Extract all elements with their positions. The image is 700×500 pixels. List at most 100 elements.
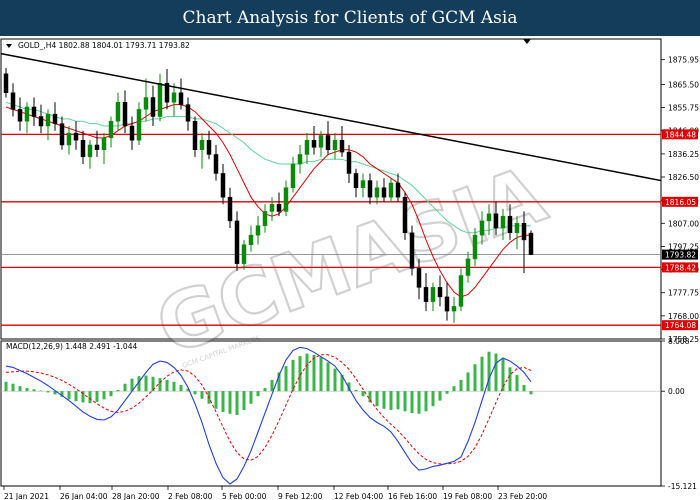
- macd-tick-label: 8.008: [668, 337, 690, 346]
- macd-main-line: [5, 346, 532, 485]
- candle: [143, 78, 149, 122]
- candle: [59, 116, 65, 150]
- macd-hist-bar: [340, 374, 344, 392]
- price-tick-label: 1865.50: [668, 80, 699, 89]
- macd-hist-bar: [270, 379, 274, 392]
- macd-hist-bar: [305, 353, 309, 392]
- macd-hist-bar: [186, 388, 190, 392]
- macd-hist-bar: [368, 391, 372, 403]
- macd-hist-bar: [417, 391, 421, 414]
- price-pane: [0, 38, 662, 340]
- level-label: 1788.42: [662, 262, 698, 273]
- macd-hist-bar: [487, 351, 491, 392]
- macd-hist-bar: [473, 364, 477, 392]
- candle: [199, 133, 205, 169]
- time-tick-label: 28 Jan 20:00: [112, 492, 160, 500]
- candle: [94, 130, 100, 157]
- macd-hist-bar: [522, 384, 526, 392]
- macd-hist-bar: [459, 379, 463, 392]
- macd-hist-bar: [95, 391, 99, 402]
- candle: [283, 180, 289, 217]
- macd-hist-bar: [11, 383, 15, 392]
- macd-pane: [0, 340, 662, 487]
- dropdown-triangle-icon[interactable]: [6, 44, 12, 48]
- macd-hist-bar: [312, 354, 316, 392]
- macd-hist-bar: [25, 388, 29, 392]
- ma-green-line: [5, 101, 531, 234]
- svg-text:1844.48: 1844.48: [665, 130, 696, 139]
- candle: [52, 102, 58, 131]
- candle: [255, 216, 261, 245]
- candle: [122, 90, 128, 134]
- candle: [108, 116, 114, 148]
- macd-hist-bar: [291, 359, 295, 392]
- price-tick-label: 1807.00: [668, 219, 699, 228]
- candle: [318, 130, 324, 157]
- time-tick-label: 26 Jan 04:00: [60, 492, 108, 500]
- candle: [423, 273, 429, 312]
- candle: [304, 133, 310, 164]
- candle: [164, 69, 170, 110]
- candle: [402, 192, 408, 240]
- macd-hist-bar: [480, 356, 484, 392]
- macd-hist-bar: [375, 391, 379, 407]
- candle: [157, 73, 163, 122]
- macd-indicator: [1, 346, 661, 485]
- macd-hist-bar: [326, 362, 330, 392]
- candle: [381, 178, 387, 202]
- macd-hist-bar: [60, 391, 64, 397]
- candle: [430, 282, 436, 312]
- price-tick-label: 1768.00: [668, 312, 699, 321]
- macd-hist-bar: [452, 386, 456, 392]
- candle: [241, 239, 247, 270]
- macd-hist-bar: [361, 391, 365, 397]
- macd-hist-bar: [116, 389, 120, 392]
- candle: [451, 296, 457, 323]
- macd-hist-bar: [46, 391, 50, 393]
- current-price-label: 1793.82: [662, 249, 698, 260]
- time-tick-label: 16 Feb 16:00: [388, 492, 437, 500]
- chart-banner: Chart Analysis for Clients of GCM Asia: [0, 0, 700, 36]
- macd-hist-bar: [165, 379, 169, 392]
- candle: [38, 104, 44, 134]
- macd-hist-bar: [18, 386, 22, 392]
- macd-hist-bar: [508, 367, 512, 392]
- macd-header: MACD(12,26,9) 1.448 2.491 -1.044: [6, 342, 137, 351]
- candle: [458, 268, 464, 312]
- candle: [500, 209, 506, 240]
- macd-hist-bar: [249, 391, 253, 404]
- candle: [73, 121, 79, 150]
- macd-hist-bar: [298, 356, 302, 392]
- candles: [3, 67, 534, 323]
- macd-hist-bar: [193, 391, 197, 395]
- candle: [290, 156, 296, 193]
- time-tick-label: 9 Feb 12:00: [278, 492, 323, 500]
- candle: [192, 116, 198, 157]
- macd-hist-bar: [263, 388, 267, 392]
- candle: [31, 97, 37, 126]
- candle: [66, 125, 72, 155]
- macd-hist-bar: [137, 376, 141, 392]
- macd-hist-bar: [228, 391, 232, 414]
- time-tick-label: 2 Feb 08:00: [168, 492, 213, 500]
- level-label: 1816.05: [662, 196, 698, 207]
- candle: [101, 133, 107, 164]
- banner-title: Chart Analysis for Clients of GCM Asia: [182, 8, 518, 28]
- candle: [178, 78, 184, 110]
- candle: [220, 163, 226, 205]
- svg-text:1816.05: 1816.05: [665, 198, 696, 207]
- symbol-header: GOLD_,H4 1802.88 1804.01 1793.71 1793.82: [18, 41, 190, 50]
- time-axis: 21 Jan 2021 26 Jan 04:00 28 Jan 20:00 2 Feb…: [3, 486, 547, 500]
- candle: [507, 204, 513, 240]
- macd-hist-bar: [123, 383, 127, 392]
- candle: [171, 83, 177, 117]
- macd-hist-bar: [81, 391, 85, 403]
- macd-hist-bar: [403, 391, 407, 412]
- macd-hist-bar: [88, 391, 92, 404]
- macd-hist-bar: [445, 391, 449, 394]
- trendline: [0, 52, 662, 182]
- candle: [115, 92, 121, 131]
- macd-hist-bar: [256, 391, 260, 397]
- macd-hist-bar: [221, 391, 225, 412]
- candle: [479, 211, 485, 245]
